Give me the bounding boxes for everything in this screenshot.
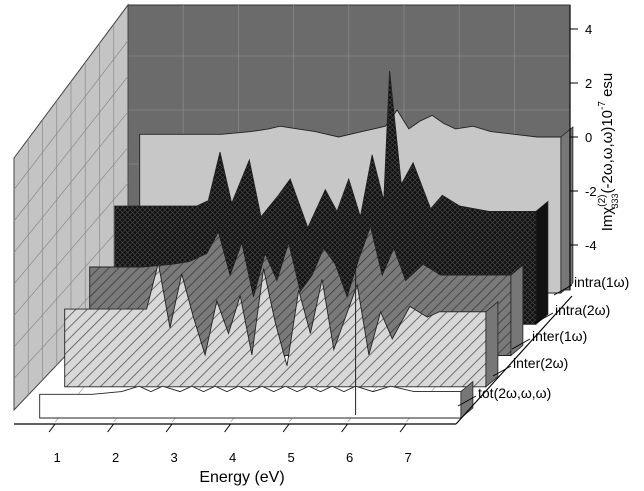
series-area-3 xyxy=(64,262,487,388)
depth-axis-line xyxy=(455,295,573,425)
left-grid-line xyxy=(13,111,129,253)
series-label: inter(1ω) xyxy=(532,328,587,344)
x-tick xyxy=(224,423,232,433)
series-slab-3 xyxy=(485,300,499,388)
left-grid-line xyxy=(13,40,129,190)
series-label: intra(1ω) xyxy=(574,274,629,290)
z-tick-label: -4 xyxy=(585,238,597,253)
z-axis: 4 2 0 -2 -4 xyxy=(569,5,597,290)
x-axis: 1 2 3 4 5 6 7 xyxy=(14,295,573,465)
x-tick-label: 2 xyxy=(112,450,119,465)
x-tick xyxy=(165,423,173,433)
depth-tick xyxy=(534,312,554,324)
x-tick xyxy=(341,423,349,433)
left-grid-line xyxy=(13,218,129,348)
series-area-4 xyxy=(39,385,462,419)
series-label: tot(2ω,ω,ω) xyxy=(478,385,551,401)
x-tick-label: 5 xyxy=(287,450,294,465)
series-labels: intra(1ω) intra(2ω) inter(1ω) inter(2ω) tot(… xyxy=(457,274,629,407)
z-tick-label: 4 xyxy=(585,22,592,37)
x-tick-label: 6 xyxy=(346,450,353,465)
x-tick-label: 4 xyxy=(229,450,236,465)
x-tick xyxy=(48,423,56,433)
left-grid-line xyxy=(13,76,129,222)
left-grid-line xyxy=(13,182,129,316)
depth-tick xyxy=(553,284,573,296)
depth-tick xyxy=(492,365,512,377)
series-slab-0 xyxy=(560,126,574,294)
z-tick-label: 0 xyxy=(585,130,592,145)
series-label: intra(2ω) xyxy=(555,302,610,318)
x-tick-label: 3 xyxy=(170,450,177,465)
depth-tick xyxy=(457,395,477,407)
series-label: inter(2ω) xyxy=(513,355,568,371)
series-slab-2 xyxy=(510,264,524,357)
z-tick-label: -2 xyxy=(585,184,597,199)
x-tick-label: 7 xyxy=(404,450,411,465)
x-tick xyxy=(107,423,114,433)
series-slab-1 xyxy=(535,200,549,326)
z-axis-label: Imχ(2) 333(-2ω,ω,ω)10-7 esu xyxy=(597,73,620,232)
x-tick-label: 1 xyxy=(53,450,60,465)
x-axis-label: Energy (eV) xyxy=(199,469,284,486)
x-tick xyxy=(282,423,290,433)
series-layer xyxy=(39,70,574,419)
left-grid-line xyxy=(13,147,129,285)
left-wall-grid xyxy=(13,24,129,395)
z-tick-label: 2 xyxy=(585,76,592,91)
x-tick xyxy=(399,423,407,433)
depth-tick xyxy=(511,338,531,350)
